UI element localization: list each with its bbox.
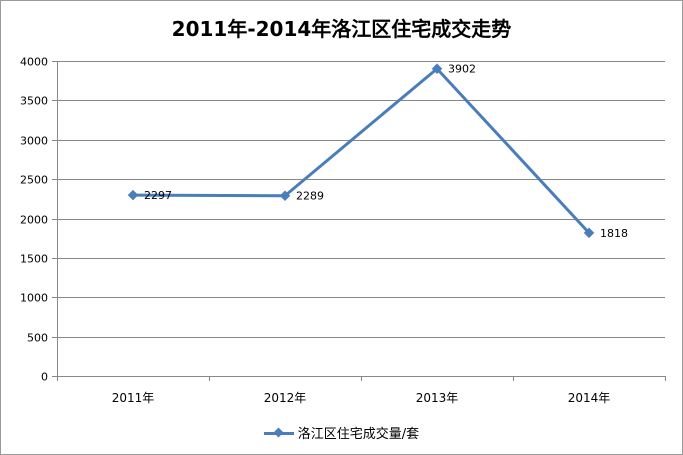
series-line-path (132, 67, 591, 234)
y-tick-labels: 0 500 1000 1500 2000 2500 3000 3500 4000 (20, 56, 48, 384)
data-point-marker (127, 189, 139, 201)
x-tick-label: 2011年 (112, 391, 155, 405)
legend-key-icon (263, 427, 294, 439)
axes (52, 61, 666, 381)
x-tick-label: 2012年 (264, 391, 307, 405)
data-label: 3902 (448, 63, 476, 76)
x-tick-label: 2013年 (416, 391, 459, 405)
data-point-marker (583, 227, 595, 239)
gridlines (57, 61, 665, 338)
y-tick-label: 2500 (20, 174, 48, 187)
y-tick-label: 2000 (20, 214, 48, 227)
x-tick-label: 2014年 (568, 391, 611, 405)
legend-label: 洛江区住宅成交量/套 (297, 427, 420, 442)
y-tick-label: 1500 (20, 253, 48, 266)
y-tick-label: 0 (41, 371, 48, 384)
y-tick-label: 500 (27, 332, 48, 345)
data-label: 2297 (144, 189, 172, 202)
series-line (132, 67, 591, 234)
chart-title: 2011年-2014年洛江区住宅成交走势 (171, 17, 512, 41)
legend: 洛江区住宅成交量/套 (1, 423, 682, 442)
y-tick-label: 4000 (20, 56, 48, 69)
data-markers (127, 63, 595, 239)
y-tick-label: 3000 (20, 135, 48, 148)
data-label: 2289 (296, 190, 324, 203)
data-labels: 2297 2289 3902 1818 (144, 63, 628, 240)
data-point-marker (279, 190, 291, 202)
data-label: 1818 (600, 227, 628, 240)
x-tick-labels: 2011年 2012年 2013年 2014年 (112, 391, 611, 405)
data-point-marker (431, 63, 443, 75)
y-tick-label: 1000 (20, 292, 48, 305)
y-tick-label: 3500 (20, 95, 48, 108)
